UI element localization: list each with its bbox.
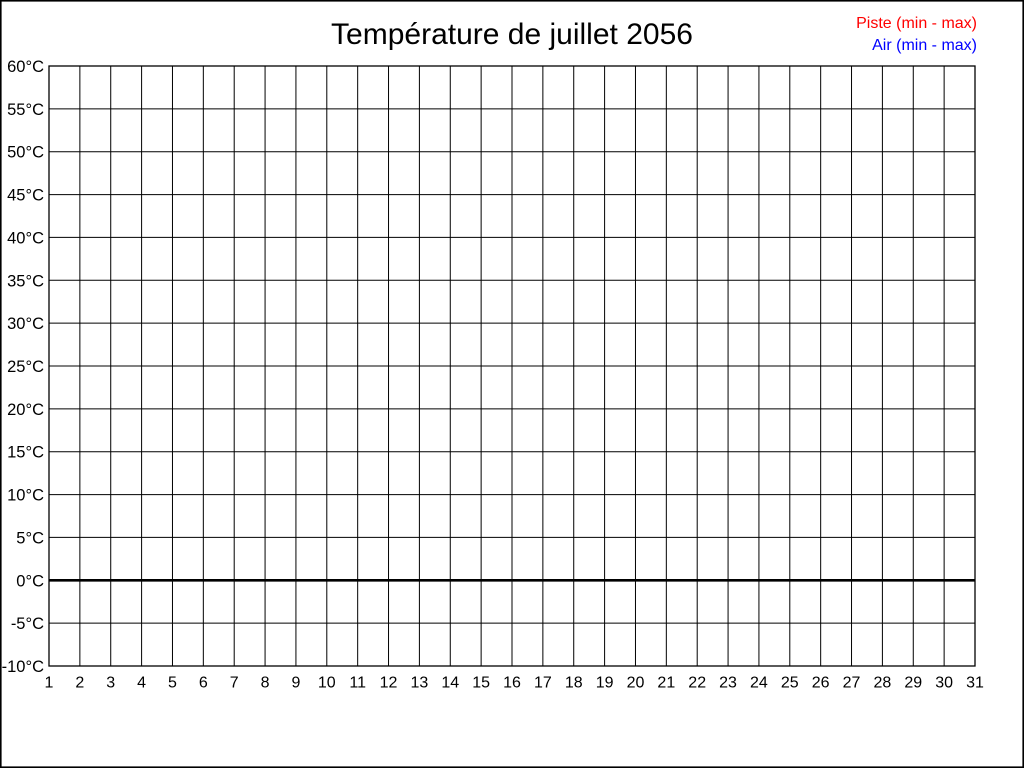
svg-text:5: 5 xyxy=(168,675,177,692)
svg-text:Air (min - max): Air (min - max) xyxy=(872,37,977,54)
svg-text:45°C: 45°C xyxy=(7,187,44,205)
svg-text:-10°C: -10°C xyxy=(2,658,44,676)
svg-text:15: 15 xyxy=(472,675,490,692)
svg-text:10°C: 10°C xyxy=(7,487,44,505)
svg-text:20: 20 xyxy=(627,675,645,692)
svg-text:55°C: 55°C xyxy=(7,101,44,119)
svg-text:-5°C: -5°C xyxy=(11,615,44,633)
svg-text:0°C: 0°C xyxy=(16,572,44,590)
svg-text:19: 19 xyxy=(596,675,614,692)
svg-text:30: 30 xyxy=(935,675,953,692)
svg-text:6: 6 xyxy=(199,675,208,692)
svg-text:35°C: 35°C xyxy=(7,272,44,290)
svg-text:22: 22 xyxy=(688,675,706,692)
svg-text:26: 26 xyxy=(812,675,830,692)
svg-text:40°C: 40°C xyxy=(7,229,44,247)
svg-text:14: 14 xyxy=(441,675,459,692)
svg-text:Piste (min - max): Piste (min - max) xyxy=(856,15,977,32)
svg-text:18: 18 xyxy=(565,675,583,692)
svg-text:31: 31 xyxy=(966,675,984,692)
svg-text:10: 10 xyxy=(318,675,336,692)
svg-text:1: 1 xyxy=(45,675,54,692)
svg-text:16: 16 xyxy=(503,675,521,692)
svg-text:29: 29 xyxy=(904,675,922,692)
svg-text:9: 9 xyxy=(291,675,300,692)
svg-text:21: 21 xyxy=(657,675,675,692)
svg-text:60°C: 60°C xyxy=(7,58,44,76)
svg-text:7: 7 xyxy=(230,675,239,692)
svg-text:17: 17 xyxy=(534,675,552,692)
svg-text:4: 4 xyxy=(137,675,146,692)
svg-text:25: 25 xyxy=(781,675,799,692)
svg-text:27: 27 xyxy=(843,675,861,692)
svg-text:12: 12 xyxy=(380,675,398,692)
svg-text:50°C: 50°C xyxy=(7,144,44,162)
svg-text:20°C: 20°C xyxy=(7,401,44,419)
svg-text:Température de juillet 2056: Température de juillet 2056 xyxy=(331,18,693,51)
svg-text:2: 2 xyxy=(75,675,84,692)
svg-text:8: 8 xyxy=(261,675,270,692)
svg-text:11: 11 xyxy=(349,675,366,692)
svg-text:25°C: 25°C xyxy=(7,358,44,376)
svg-text:23: 23 xyxy=(719,675,737,692)
svg-text:30°C: 30°C xyxy=(7,315,44,333)
svg-text:15°C: 15°C xyxy=(7,444,44,462)
svg-text:13: 13 xyxy=(411,675,429,692)
svg-text:28: 28 xyxy=(874,675,892,692)
svg-text:3: 3 xyxy=(106,675,115,692)
svg-text:24: 24 xyxy=(750,675,768,692)
svg-text:5°C: 5°C xyxy=(16,529,44,547)
